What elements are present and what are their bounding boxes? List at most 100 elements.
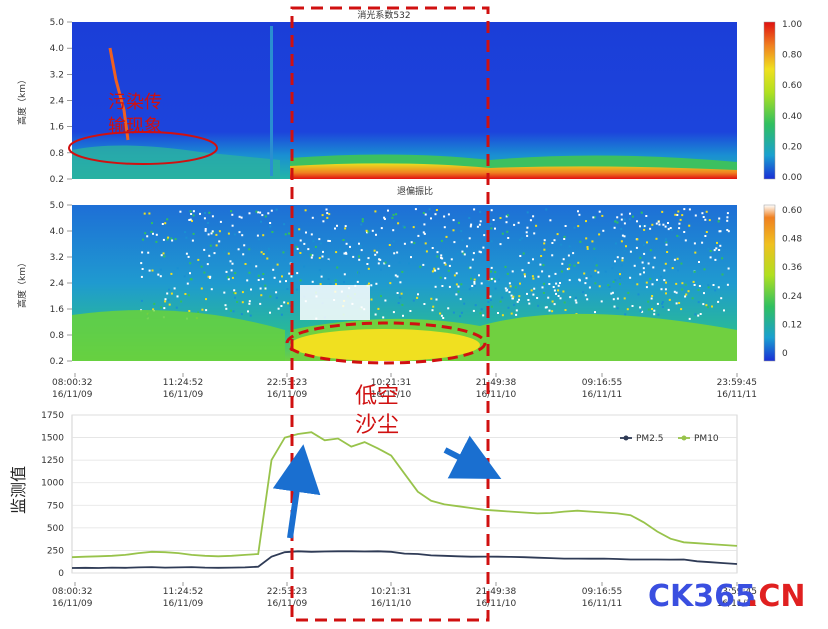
speckle-dot bbox=[203, 217, 206, 220]
speckle-dot bbox=[243, 244, 246, 247]
watermark: CK365 .CN bbox=[648, 579, 806, 614]
speckle-dot bbox=[424, 213, 427, 216]
speckle-dot bbox=[501, 296, 504, 299]
y-tick-label: 1500 bbox=[41, 434, 64, 444]
speckle-dot bbox=[543, 248, 546, 251]
speckle-dot bbox=[231, 224, 234, 227]
speckle-dot bbox=[713, 249, 716, 252]
speckle-dot bbox=[703, 268, 706, 271]
speckle-dot bbox=[629, 250, 632, 253]
speckle-dot bbox=[334, 279, 337, 282]
speckle-dot bbox=[192, 214, 195, 217]
speckle-dot bbox=[328, 240, 331, 242]
speckle-dot bbox=[419, 265, 422, 268]
speckle-dot bbox=[665, 292, 667, 295]
speckle-dot bbox=[645, 215, 648, 217]
speckle-dot bbox=[397, 222, 400, 225]
speckle-dot bbox=[616, 221, 619, 224]
speckle-dot bbox=[396, 275, 399, 278]
speckle-dot bbox=[167, 299, 170, 302]
speckle-dot bbox=[482, 314, 485, 317]
speckle-dot bbox=[529, 219, 532, 222]
rise-arrow bbox=[272, 444, 321, 539]
speckle-dot bbox=[230, 269, 233, 272]
speckle-dot bbox=[526, 211, 529, 214]
speckle-dot bbox=[185, 252, 188, 255]
x-tick-time: 11:24:52 bbox=[163, 378, 203, 388]
speckle-dot bbox=[303, 265, 306, 268]
speckle-dot bbox=[579, 240, 582, 243]
speckle-dot bbox=[702, 303, 705, 306]
speckle-dot bbox=[519, 238, 522, 241]
speckle-dot bbox=[269, 225, 272, 228]
speckle-dot bbox=[506, 230, 509, 233]
speckle-dot bbox=[473, 208, 476, 211]
speckle-dot bbox=[382, 316, 385, 319]
speckle-dot bbox=[487, 301, 490, 303]
speckle-dot bbox=[255, 210, 258, 213]
speckle-dot bbox=[573, 264, 576, 267]
speckle-dot bbox=[519, 255, 522, 257]
speckle-dot bbox=[613, 226, 616, 229]
speckle-dot bbox=[410, 256, 412, 259]
speckle-dot bbox=[478, 223, 481, 226]
line-chart-legend: PM2.5 PM10 bbox=[620, 434, 719, 444]
speckle-dot bbox=[234, 272, 237, 275]
speckle-dot bbox=[431, 309, 434, 312]
dust-label-line2: 沙尘 bbox=[355, 413, 399, 438]
speckle-dot bbox=[505, 215, 508, 218]
speckle-dot bbox=[368, 282, 370, 285]
speckle-dot bbox=[547, 296, 550, 299]
speckle-dot bbox=[702, 216, 705, 218]
speckle-dot bbox=[448, 264, 451, 267]
speckle-dot bbox=[280, 305, 283, 307]
speckle-dot bbox=[655, 237, 658, 240]
speckle-dot bbox=[257, 279, 260, 281]
speckle-dot bbox=[673, 258, 676, 261]
speckle-dot bbox=[611, 267, 614, 270]
speckle-dot bbox=[472, 252, 475, 255]
speckle-dot bbox=[322, 220, 325, 223]
speckle-dot bbox=[269, 222, 272, 224]
speckle-dot bbox=[166, 218, 169, 221]
speckle-dot bbox=[320, 275, 323, 278]
speckle-dot bbox=[612, 298, 615, 301]
speckle-dot bbox=[636, 283, 639, 286]
speckle-dot bbox=[387, 209, 389, 212]
speckle-dot bbox=[409, 310, 412, 312]
speckle-dot bbox=[623, 222, 626, 225]
speckle-dot bbox=[233, 292, 236, 294]
speckle-dot bbox=[336, 266, 339, 269]
speckle-dot bbox=[650, 297, 653, 300]
speckle-dot bbox=[683, 208, 686, 211]
speckle-dot bbox=[694, 214, 697, 217]
y-tick-label: 0.2 bbox=[50, 357, 64, 367]
y-tick-label: 250 bbox=[47, 546, 64, 556]
speckle-dot bbox=[708, 219, 711, 222]
speckle-dot bbox=[417, 293, 419, 296]
speckle-dot bbox=[339, 248, 342, 251]
speckle-dot bbox=[646, 241, 648, 244]
extinction-colorbar-ticks: 1.00 0.80 0.60 0.40 0.20 0.00 bbox=[782, 20, 802, 183]
speckle-dot bbox=[393, 252, 396, 255]
speckle-dot bbox=[184, 231, 187, 234]
speckle-dot bbox=[493, 277, 495, 280]
speckle-dot bbox=[626, 308, 629, 311]
speckle-dot bbox=[211, 215, 214, 218]
speckle-dot bbox=[664, 225, 667, 228]
watermark-red: .CN bbox=[747, 579, 806, 614]
speckle-dot bbox=[234, 296, 236, 299]
depolarization-dust-layer bbox=[290, 329, 480, 361]
speckle-dot bbox=[255, 265, 258, 268]
speckle-dot bbox=[664, 262, 667, 265]
speckle-dot bbox=[452, 219, 455, 222]
speckle-dot bbox=[473, 278, 476, 281]
speckle-dot bbox=[171, 239, 174, 242]
speckle-dot bbox=[639, 273, 642, 276]
speckle-dot bbox=[312, 240, 315, 243]
speckle-dot bbox=[399, 281, 402, 284]
speckle-dot bbox=[466, 245, 468, 248]
speckle-dot bbox=[469, 225, 472, 228]
speckle-dot bbox=[422, 212, 425, 214]
speckle-dot bbox=[653, 309, 656, 312]
